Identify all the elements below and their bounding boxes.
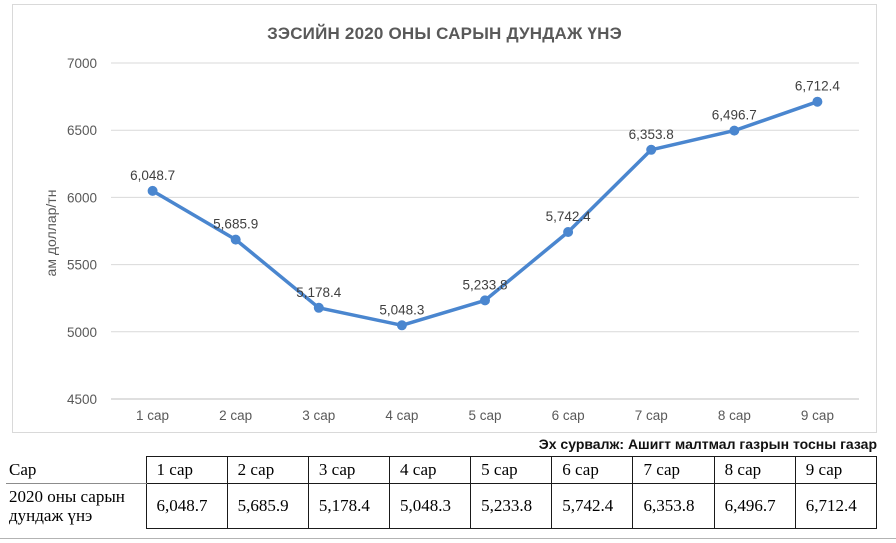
table-header-row: Сар 1 сар 2 сар 3 сар 4 сар 5 сар 6 сар 7 сар 8… xyxy=(6,456,878,484)
x-tick-label: 1 сар xyxy=(136,408,169,423)
x-tick-label: 9 сар xyxy=(801,408,834,423)
data-point-marker xyxy=(812,96,823,107)
data-point-label: 5,178.4 xyxy=(296,285,342,300)
data-point-label: 5,742.4 xyxy=(546,209,592,224)
y-tick-label: 5000 xyxy=(67,325,97,340)
source-note: Эх сурвалж: Ашигт малтмал газрын тосны г… xyxy=(538,436,877,452)
month-header-cell: 4 сар xyxy=(388,456,472,484)
data-point-marker xyxy=(646,144,657,155)
data-point-marker xyxy=(563,227,574,237)
month-header-cell: 6 сар xyxy=(551,456,634,484)
price-value-cell: 5,742.4 xyxy=(551,483,634,529)
line-chart: 7000 6500 6000 5500 5000 4500 1 сар 2 сар 3 сар 4… xyxy=(67,56,859,423)
x-tick-label: 6 сар xyxy=(552,408,585,423)
bottom-divider xyxy=(0,538,896,539)
y-tick-label: 7000 xyxy=(67,56,97,71)
data-point-marker xyxy=(230,234,241,245)
x-tick-label: 8 сар xyxy=(718,408,751,423)
y-tick-label: 4500 xyxy=(67,392,97,407)
x-tick-label: 4 сар xyxy=(385,408,418,423)
month-header-cell: 2 сар xyxy=(226,456,309,484)
x-tick-label: 7 сар xyxy=(635,408,668,423)
data-point-label: 6,353.8 xyxy=(629,127,674,142)
monthly-price-table: Сар 1 сар 2 сар 3 сар 4 сар 5 сар 6 сар 7 сар 8… xyxy=(6,456,878,529)
data-point-marker xyxy=(729,125,740,136)
table-row-label: 2020 оны сарын дундаж үнэ xyxy=(9,487,125,526)
price-value-cell: 6,496.7 xyxy=(713,483,796,529)
month-header-cell: 9 сар xyxy=(794,456,878,484)
data-point-marker xyxy=(480,295,490,306)
x-tick-label: 2 сар xyxy=(219,408,252,423)
price-value-cell: 6,712.4 xyxy=(794,483,878,529)
data-point-marker xyxy=(147,185,158,196)
data-point-label: 5,685.9 xyxy=(213,217,258,232)
y-tick-label: 5500 xyxy=(67,258,97,273)
y-tick-label: 6000 xyxy=(67,190,97,205)
x-tick-label: 3 сар xyxy=(302,408,335,423)
month-header-cell: 1 сар xyxy=(145,456,228,484)
data-point-label: 6,712.4 xyxy=(795,79,841,94)
data-point-label: 6,496.7 xyxy=(712,108,757,123)
month-header-cell: 7 сар xyxy=(632,456,715,484)
month-header-cell: 3 сар xyxy=(307,456,390,484)
table-value-row: 2020 оны сарын дундаж үнэ 6,048.7 5,685.9… xyxy=(6,483,878,529)
x-tick-label: 5 сар xyxy=(468,408,501,423)
price-value-cell: 5,048.3 xyxy=(388,483,472,529)
y-tick-label: 6500 xyxy=(67,123,97,138)
price-value-cell: 5,685.9 xyxy=(226,483,309,529)
chart-title: ЗЭСИЙН 2020 ОНЫ САРЫН ДУНДАЖ ҮНЭ xyxy=(267,24,622,43)
data-point-label: 5,048.3 xyxy=(379,302,424,317)
month-header-cell: 8 сар xyxy=(713,456,796,484)
price-value-cell: 6,048.7 xyxy=(145,483,228,529)
data-point-marker xyxy=(313,302,324,313)
data-point-label: 6,048.7 xyxy=(130,168,175,183)
month-header-cell: 5 сар xyxy=(470,456,553,484)
price-value-cell: 5,233.8 xyxy=(470,483,553,529)
data-point-marker xyxy=(396,320,407,331)
table-corner-label: Сар xyxy=(6,456,146,484)
chart-area: ЗЭСИЙН 2020 ОНЫ САРЫН ДУНДАЖ ҮНЭ ам долл… xyxy=(12,4,877,433)
price-value-cell: 5,178.4 xyxy=(307,483,390,529)
data-point-label: 5,233.8 xyxy=(462,277,507,292)
price-value-cell: 6,353.8 xyxy=(632,483,715,529)
